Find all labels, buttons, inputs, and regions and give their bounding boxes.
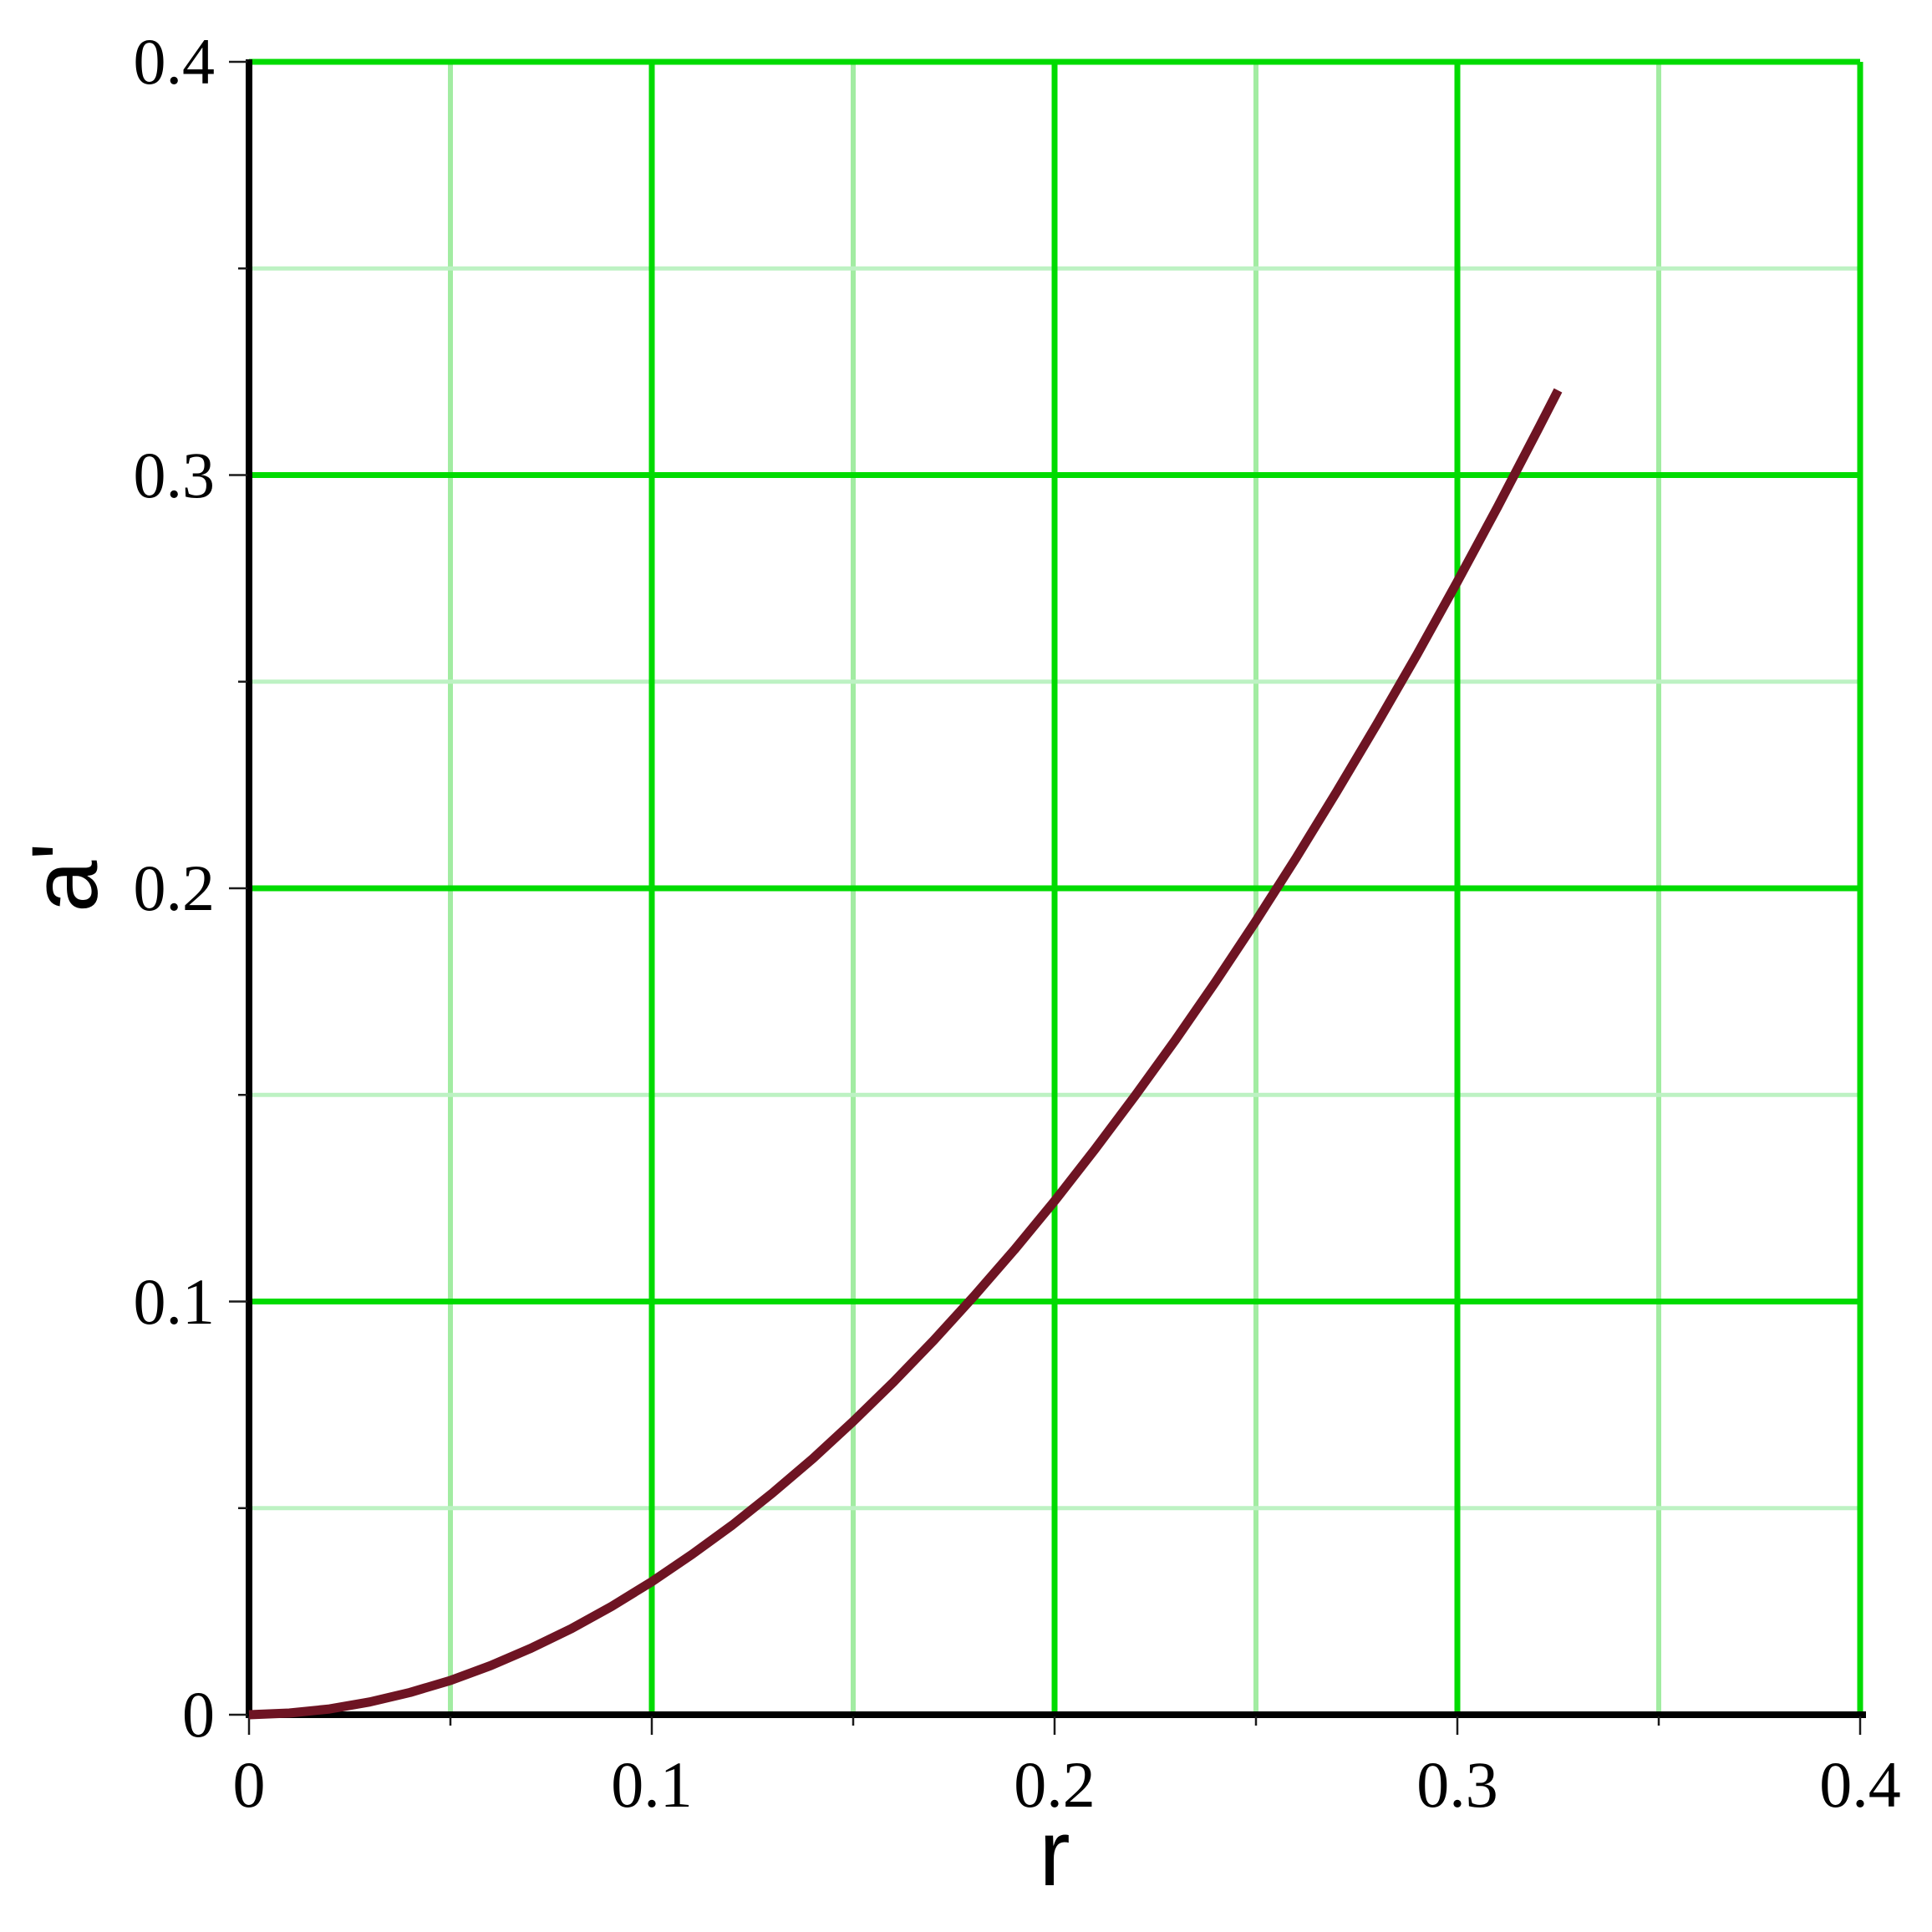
- x-tick-label: 0: [232, 1748, 266, 1821]
- x-tick-label: 0.1: [611, 1748, 693, 1821]
- y-axis-label: a': [13, 842, 117, 913]
- y-tick-label: 0: [182, 1678, 215, 1751]
- y-tick-label: 0.3: [133, 438, 216, 511]
- y-tick-label: 0.1: [133, 1264, 216, 1338]
- x-tick-label: 0.4: [1819, 1748, 1901, 1821]
- x-tick-label: 0.3: [1416, 1748, 1498, 1821]
- y-tick-label: 0.2: [133, 852, 216, 924]
- x-axis-label: r: [1039, 1801, 1070, 1905]
- y-tick-label: 0.4: [133, 25, 216, 98]
- data-curve: [248, 388, 1563, 1720]
- x-tick-label: 0.2: [1014, 1748, 1096, 1821]
